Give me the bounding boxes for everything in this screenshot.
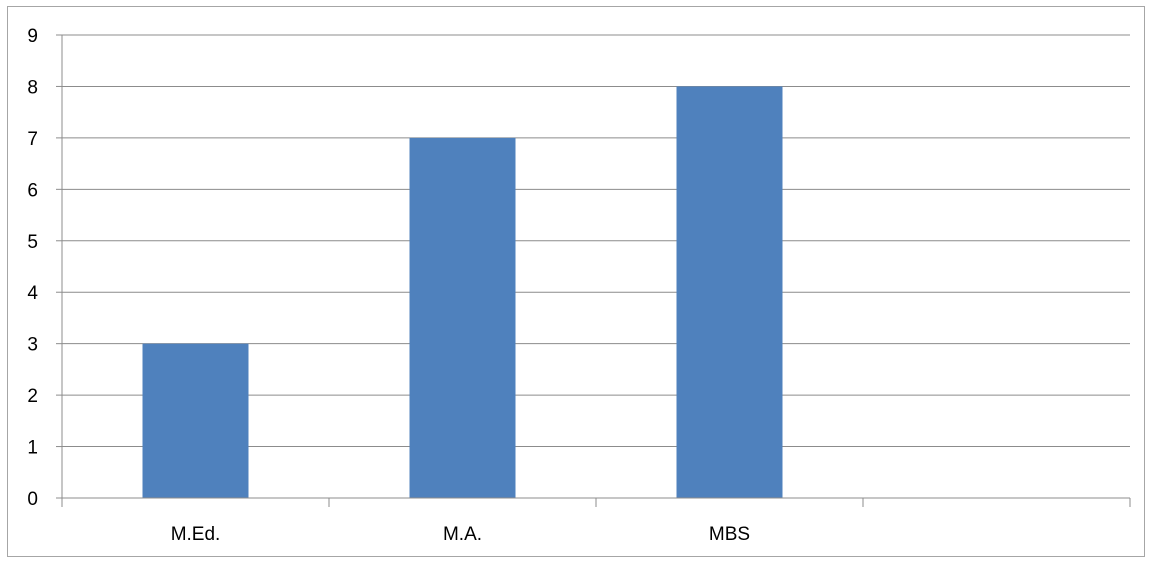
bar-mbs	[676, 86, 783, 498]
x-tick-labels: M.Ed. M.A. MBS	[171, 524, 750, 545]
y-tick-label: 2	[27, 386, 38, 407]
bar-m-ed	[142, 343, 249, 498]
y-tick-labels: 0 1 2 3 4 5 6 7 8 9	[27, 26, 38, 510]
y-tick-label: 0	[27, 489, 38, 510]
bars	[142, 86, 783, 498]
x-tick-label: MBS	[709, 524, 750, 545]
axes	[56, 34, 1131, 507]
y-tick-label: 6	[27, 180, 38, 201]
y-tick-label: 3	[27, 335, 38, 356]
x-tick-label: M.A.	[443, 524, 482, 545]
y-tick-label: 5	[27, 232, 38, 253]
y-tick-label: 8	[27, 77, 38, 98]
y-tick-label: 9	[27, 26, 38, 47]
y-tick-label: 1	[27, 438, 38, 459]
bar-m-a	[409, 137, 516, 498]
y-tick-label: 4	[27, 283, 38, 304]
x-tick-label: M.Ed.	[171, 524, 221, 545]
y-tick-label: 7	[27, 129, 38, 150]
